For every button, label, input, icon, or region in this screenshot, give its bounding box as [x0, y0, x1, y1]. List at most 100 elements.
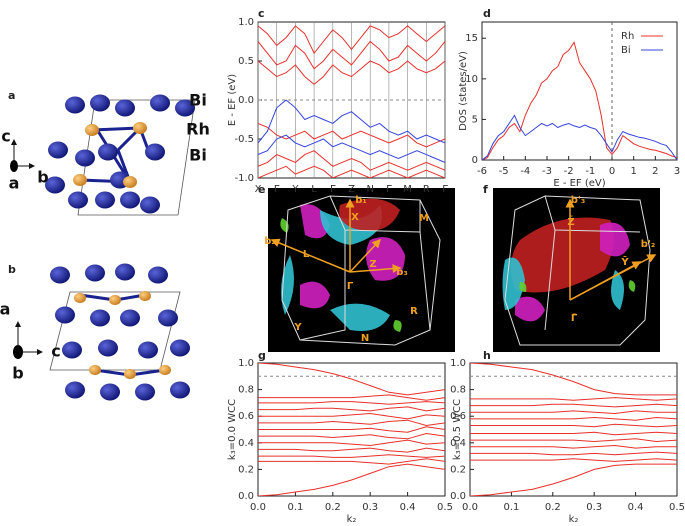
bi-atom	[68, 191, 88, 209]
rh-atom	[73, 174, 87, 186]
fermi-pocket	[519, 282, 527, 292]
x-tick-label: 0.0	[462, 502, 478, 513]
panel-label: f	[483, 183, 488, 196]
rh-atom	[109, 294, 121, 306]
legend-label: Rh	[621, 31, 634, 42]
fermi-label: Γ̄	[571, 313, 578, 324]
rh-atom	[74, 292, 86, 304]
brillouin-zone	[504, 195, 651, 346]
panel-label: e	[258, 183, 265, 196]
bi-atom	[98, 339, 118, 357]
y-tick-label: -1.0	[234, 173, 254, 184]
x-tick-label: 2	[652, 166, 658, 177]
series-line	[258, 426, 445, 433]
brillouin-zone	[544, 229, 556, 331]
fermi-label: N	[361, 333, 369, 344]
bi-atom	[50, 266, 70, 284]
panel-label: h	[483, 349, 491, 362]
series-line	[482, 114, 677, 160]
fermi-label: Z	[369, 259, 376, 270]
series-line	[258, 25, 445, 55]
x-tick-label: Γ	[442, 184, 448, 195]
rh-atom	[89, 364, 101, 376]
fermi-label: b₂	[264, 236, 276, 247]
brillouin-zone	[299, 230, 346, 341]
bi-atom	[170, 339, 190, 357]
bi-atom	[55, 306, 75, 324]
axis-label: a	[0, 300, 10, 319]
panel-label: c	[258, 7, 265, 20]
bi-atom	[48, 141, 68, 159]
x-tick-label: 1	[630, 166, 636, 177]
fermi-pocket	[511, 217, 614, 293]
x-tick-label: 0.3	[586, 502, 602, 513]
x-tick-label: L	[311, 184, 317, 195]
series-line	[482, 41, 677, 160]
y-tick-label: 1.0	[450, 358, 466, 369]
x-tick-label: R	[423, 184, 430, 195]
series-line	[470, 403, 677, 408]
bi-atom	[150, 94, 170, 112]
bi-atom	[148, 266, 168, 284]
y-tick-label: 10	[465, 74, 478, 85]
fermi-pocket	[515, 296, 545, 322]
panel-label: b	[8, 263, 16, 276]
bi-atom	[98, 143, 118, 161]
fermi-label: L	[303, 249, 310, 260]
series-line	[258, 134, 445, 163]
y-tick-label: 0.0	[450, 491, 466, 502]
x-tick-label: 0.5	[437, 502, 453, 513]
y-tick-label: -0.5	[234, 134, 254, 145]
fermi-label: Ȳ	[620, 255, 629, 268]
x-tick-label: -3	[542, 166, 552, 177]
series-line	[470, 431, 677, 436]
axis-label: c	[1, 127, 10, 146]
x-tick-label: Z	[348, 184, 355, 195]
x-tick-label: -4	[520, 166, 530, 177]
x-tick-label: -6	[477, 166, 487, 177]
fermi-label: R	[410, 306, 418, 317]
reciprocal-vector	[270, 238, 351, 273]
series-line	[258, 432, 445, 440]
atom-label: Rh	[186, 120, 210, 139]
panel-label: g	[258, 349, 266, 362]
bi-atom	[100, 383, 120, 401]
panel-label: a	[8, 89, 15, 102]
y-tick-label: 1.0	[238, 358, 254, 369]
series-line	[258, 60, 445, 86]
x-tick-label: 0.2	[325, 502, 341, 513]
series-line	[258, 394, 445, 401]
x-tick-label: Γ	[274, 184, 280, 195]
y-tick-label: 0.0	[238, 491, 254, 502]
bi-atom	[135, 383, 155, 401]
x-tick-label: 0.4	[628, 502, 644, 513]
x-tick-label: Γ	[386, 184, 392, 195]
bi-atom	[115, 263, 135, 281]
series-line	[470, 423, 677, 428]
x-axis-label: k₂	[569, 514, 579, 525]
x-tick-label: 0.1	[503, 502, 519, 513]
bi-atom	[95, 191, 115, 209]
y-tick-label: 0.2	[238, 464, 254, 475]
atom-label: Bi	[189, 146, 207, 165]
x-tick-label: -1	[585, 166, 595, 177]
series-line	[258, 401, 445, 405]
series-line	[470, 438, 677, 443]
x-axis-label: k₂	[347, 514, 357, 525]
series-line	[258, 463, 445, 496]
bi-atom	[120, 309, 140, 327]
x-tick-label: -5	[499, 166, 509, 177]
y-axis-label: DOS (states/eV)	[458, 51, 469, 131]
bi-atom	[170, 381, 190, 399]
fermi-label: b'₂	[641, 239, 656, 250]
series-line	[258, 447, 445, 453]
x-tick-label: 0.1	[287, 502, 303, 513]
y-tick-label: 0.4	[238, 438, 254, 449]
bi-atom	[145, 143, 165, 161]
x-tick-label: M	[403, 184, 412, 195]
x-tick-label: N	[366, 184, 373, 195]
x-tick-label: 0.4	[400, 502, 416, 513]
series-line	[258, 150, 445, 171]
fermi-pocket	[300, 281, 330, 309]
series-line	[258, 454, 445, 458]
